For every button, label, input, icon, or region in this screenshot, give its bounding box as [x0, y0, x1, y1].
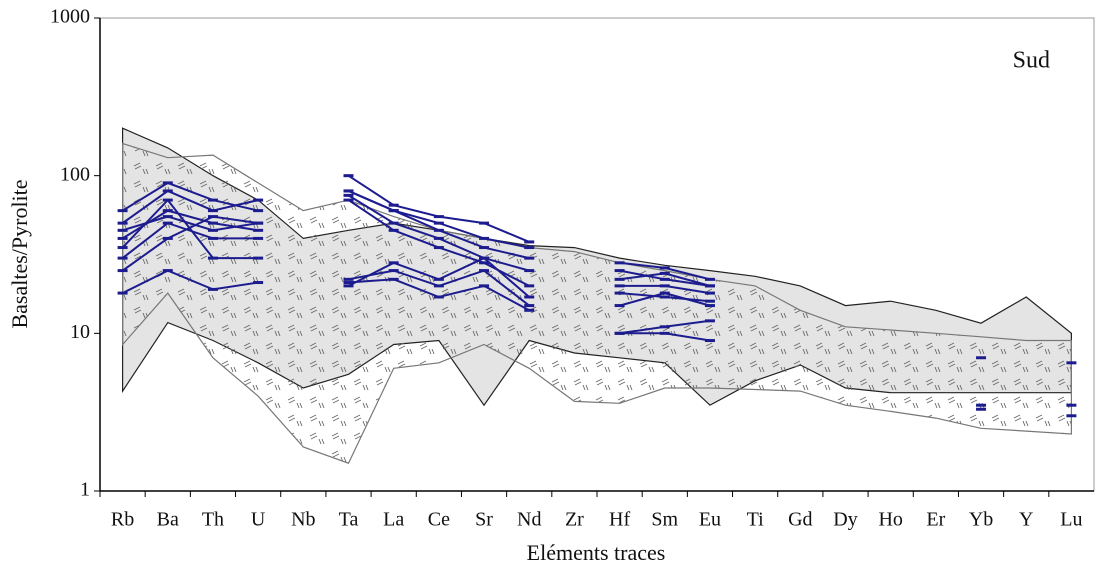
x-tick-label: Rb [111, 509, 134, 531]
x-tick-label: Nd [517, 509, 541, 531]
annotation: Sud [1013, 48, 1050, 74]
x-tick-label: Ti [747, 509, 765, 531]
fields [122, 127, 1072, 464]
y-tick-label: 100 [60, 163, 90, 185]
x-tick-label: Yb [969, 509, 993, 531]
x-tick-label: La [383, 509, 404, 531]
x-tick-label: U [251, 509, 266, 531]
y-tick-label: 1 [80, 479, 90, 501]
x-tick-label: Ho [878, 509, 902, 531]
x-tick-label: Ce [428, 509, 450, 531]
x-tick-label: Sr [475, 509, 493, 531]
x-tick-label: Ta [339, 509, 359, 531]
series-group [117, 174, 1077, 416]
y-tick-label: 1000 [50, 6, 90, 28]
x-tick-label: Lu [1060, 509, 1082, 531]
x-tick-label: Y [1019, 509, 1033, 531]
x-tick-label: Eu [699, 509, 721, 531]
x-tick-label: Nb [291, 509, 315, 531]
x-tick-label: Er [926, 509, 945, 531]
x-axis-label: Eléments traces [527, 540, 666, 565]
x-tick-label: Dy [833, 509, 857, 531]
x-tick-label: Ba [157, 509, 179, 531]
x-tick-label: Zr [565, 509, 584, 531]
y-axis-label: Basaltes/Pyrolite [7, 179, 32, 328]
x-tick-label: Hf [609, 509, 630, 531]
x-tick-label: Th [202, 509, 224, 531]
x-tick-label: Gd [788, 509, 812, 531]
x-tick-label: Sm [651, 509, 678, 531]
y-tick-label: 10 [70, 321, 90, 343]
axes: 1 10 100 1000 Rb Ba Th U Nb Ta La Ce Sr Nd Zr Hf Sm Eu Ti G… [50, 6, 1095, 531]
field-area [122, 142, 1072, 464]
